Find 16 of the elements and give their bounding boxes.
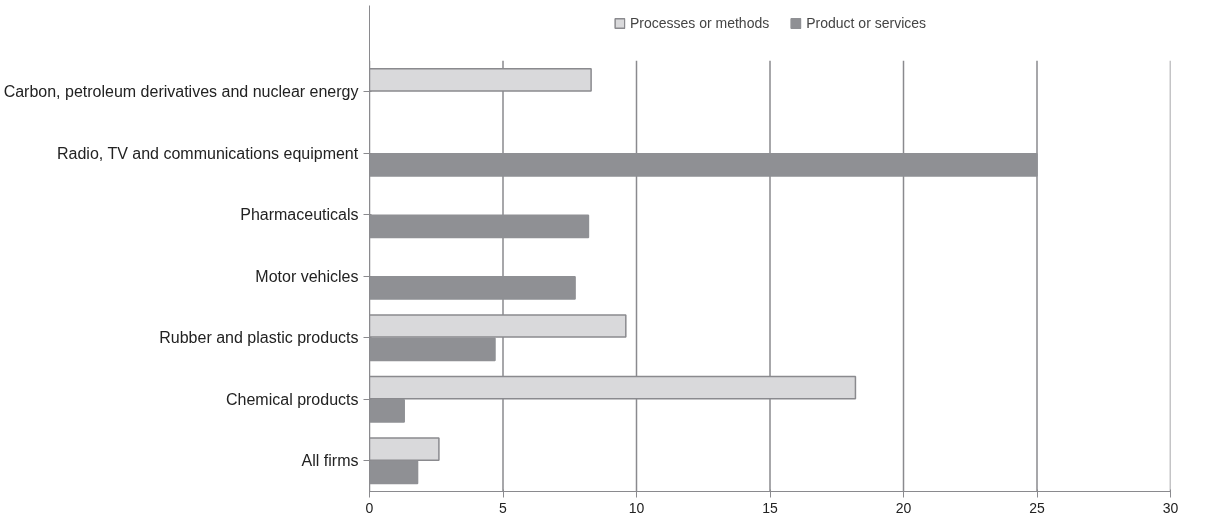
x-tick-label: 30	[1162, 499, 1179, 516]
legend-label: Processes or methods	[629, 15, 770, 31]
x-tick-label: 10	[628, 499, 645, 516]
y-tick-label: Motor vehicles	[255, 267, 359, 285]
y-tick-label: Pharmaceuticals	[240, 206, 359, 224]
legend-label: Product or services	[806, 15, 927, 31]
y-tick-label: Rubber and plastic products	[159, 329, 359, 347]
y-tick-label: Carbon, petroleum derivatives and nuclear energy	[3, 83, 359, 101]
x-tick-label: 20	[895, 499, 912, 516]
x-tick-label: 25	[1029, 499, 1045, 516]
x-tick-label: 15	[762, 499, 778, 516]
x-tick-label: 0	[365, 499, 374, 516]
y-tick-label: All firms	[301, 452, 359, 470]
y-tick-label: Radio, TV and communications equipment	[57, 144, 359, 162]
y-tick-label: Chemical products	[226, 390, 359, 408]
x-tick-label: 5	[499, 499, 508, 516]
